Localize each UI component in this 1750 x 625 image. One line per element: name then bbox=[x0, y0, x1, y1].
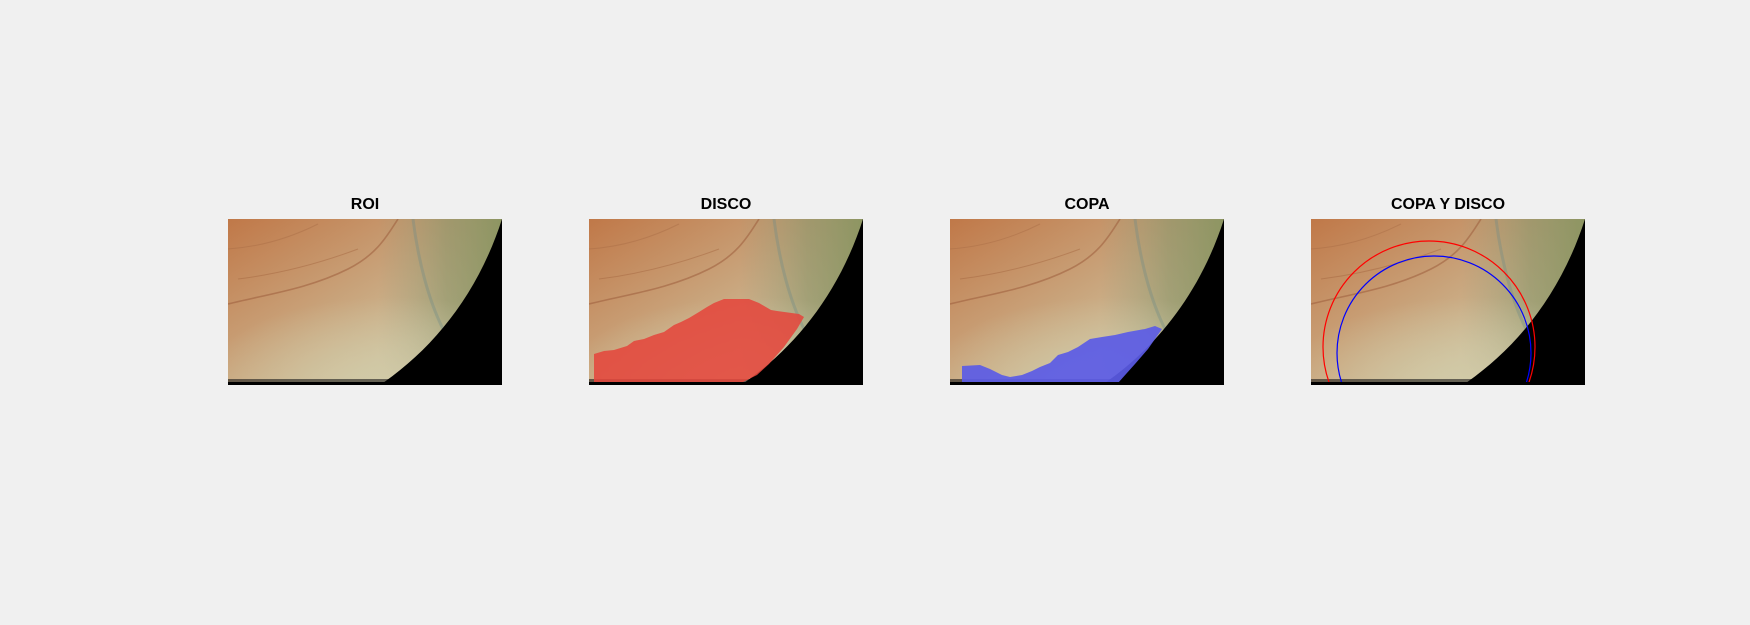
panel-roi: ROI bbox=[228, 195, 502, 385]
panel-disco: DISCO bbox=[589, 195, 863, 385]
cup-and-disc-image bbox=[1311, 219, 1585, 385]
panel-copa: COPA bbox=[950, 195, 1224, 385]
panel-copa-y-disco: COPA Y DISCO bbox=[1311, 195, 1585, 385]
cup-segmentation-image bbox=[950, 219, 1224, 385]
panel-title: ROI bbox=[350, 196, 380, 213]
cup-mask-overlay bbox=[962, 326, 1162, 383]
disc-mask-overlay bbox=[594, 299, 804, 383]
cup-circle bbox=[1336, 255, 1532, 382]
disc-segmentation-image bbox=[589, 219, 863, 385]
panel-title: COPA Y DISCO bbox=[1390, 196, 1506, 213]
roi-image bbox=[228, 219, 502, 385]
panel-title: COPA bbox=[1064, 196, 1110, 213]
disc-circle bbox=[1322, 240, 1536, 382]
panel-title: DISCO bbox=[700, 196, 752, 213]
